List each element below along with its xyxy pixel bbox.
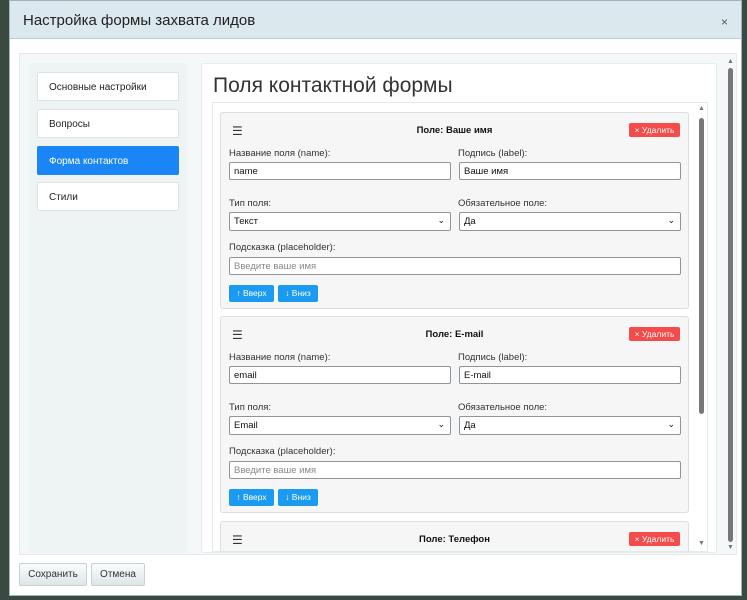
placeholder-label: Подсказка (placeholder): bbox=[229, 242, 336, 253]
placeholder-input[interactable]: Введите ваше имя bbox=[229, 461, 681, 479]
type-select[interactable]: Email ⌄ bbox=[229, 416, 451, 435]
label-input[interactable]: E-mail bbox=[459, 366, 681, 384]
sidebar: Основные настройки Вопросы Форма контакт… bbox=[29, 63, 187, 553]
field-title: Поле: E-mail bbox=[425, 329, 484, 340]
delete-button[interactable]: × Удалить bbox=[629, 327, 680, 341]
name-label: Название поля (name): bbox=[229, 148, 331, 159]
label-label: Подпись (label): bbox=[458, 352, 528, 363]
move-down-button[interactable]: ↓ Вниз bbox=[278, 285, 318, 302]
save-button[interactable]: Сохранить bbox=[19, 563, 87, 586]
lead-form-dialog: Настройка формы захвата лидов × Основные… bbox=[9, 0, 742, 596]
outer-scrollbar-thumb[interactable] bbox=[728, 68, 733, 542]
chevron-down-icon: ⌄ bbox=[667, 215, 675, 225]
scroll-down-arrow-icon[interactable]: ▼ bbox=[727, 544, 734, 551]
sidebar-item-questions[interactable]: Вопросы bbox=[37, 109, 179, 138]
close-icon[interactable]: × bbox=[720, 15, 728, 29]
required-value: Да bbox=[464, 420, 476, 431]
name-input[interactable]: email bbox=[229, 366, 451, 384]
required-select[interactable]: Да ⌄ bbox=[459, 416, 681, 435]
field-card: ☰ Поле: Ваше имя × Удалить Название поля… bbox=[220, 112, 689, 309]
required-label: Обязательное поле: bbox=[458, 402, 548, 413]
move-up-button[interactable]: ↑ Вверх bbox=[229, 285, 274, 302]
name-input[interactable]: name bbox=[229, 162, 451, 180]
scroll-up-arrow-icon[interactable]: ▲ bbox=[727, 58, 734, 65]
inner-scrollbar-thumb[interactable] bbox=[699, 118, 704, 414]
move-up-button[interactable]: ↑ Вверх bbox=[229, 489, 274, 506]
dialog-title: Настройка формы захвата лидов bbox=[23, 12, 256, 29]
required-label: Обязательное поле: bbox=[458, 198, 548, 209]
type-label: Тип поля: bbox=[229, 402, 272, 413]
sidebar-item-contact-form[interactable]: Форма контактов bbox=[37, 146, 179, 175]
type-select[interactable]: Текст ⌄ bbox=[229, 212, 451, 231]
sidebar-item-styles[interactable]: Стили bbox=[37, 182, 179, 211]
scroll-up-arrow-icon[interactable]: ▲ bbox=[698, 105, 705, 112]
delete-button[interactable]: × Удалить bbox=[629, 532, 680, 546]
chevron-down-icon: ⌄ bbox=[667, 419, 675, 429]
fields-list: ☰ Поле: Ваше имя × Удалить Название поля… bbox=[212, 102, 708, 552]
field-title: Поле: Телефон bbox=[419, 534, 490, 545]
move-down-button[interactable]: ↓ Вниз bbox=[278, 489, 318, 506]
sidebar-item-basic-settings[interactable]: Основные настройки bbox=[37, 72, 179, 101]
dialog-body: Основные настройки Вопросы Форма контакт… bbox=[19, 53, 737, 555]
name-label: Название поля (name): bbox=[229, 352, 331, 363]
field-card: ☰ Поле: Телефон × Удалить bbox=[220, 521, 689, 551]
main-panel: Поля контактной формы ☰ Поле: Ваше имя ×… bbox=[201, 63, 717, 553]
chevron-down-icon: ⌄ bbox=[437, 215, 445, 225]
field-title: Поле: Ваше имя bbox=[416, 125, 493, 136]
cancel-button[interactable]: Отмена bbox=[91, 563, 145, 586]
type-value: Текст bbox=[234, 216, 258, 227]
required-value: Да bbox=[464, 216, 476, 227]
field-card: ☰ Поле: E-mail × Удалить Название поля (… bbox=[220, 316, 689, 513]
page-title: Поля контактной формы bbox=[213, 74, 453, 97]
placeholder-label: Подсказка (placeholder): bbox=[229, 446, 336, 457]
chevron-down-icon: ⌄ bbox=[437, 419, 445, 429]
placeholder-input[interactable]: Введите ваше имя bbox=[229, 257, 681, 275]
type-value: Email bbox=[234, 420, 258, 431]
delete-button[interactable]: × Удалить bbox=[629, 123, 680, 137]
drag-handle-icon[interactable]: ☰ bbox=[232, 328, 243, 342]
label-input[interactable]: Ваше имя bbox=[459, 162, 681, 180]
dialog-header: Настройка формы захвата лидов × bbox=[10, 1, 741, 39]
drag-handle-icon[interactable]: ☰ bbox=[232, 124, 243, 138]
scroll-down-arrow-icon[interactable]: ▼ bbox=[698, 540, 705, 547]
required-select[interactable]: Да ⌄ bbox=[459, 212, 681, 231]
label-label: Подпись (label): bbox=[458, 148, 528, 159]
type-label: Тип поля: bbox=[229, 198, 272, 209]
drag-handle-icon[interactable]: ☰ bbox=[232, 533, 243, 547]
